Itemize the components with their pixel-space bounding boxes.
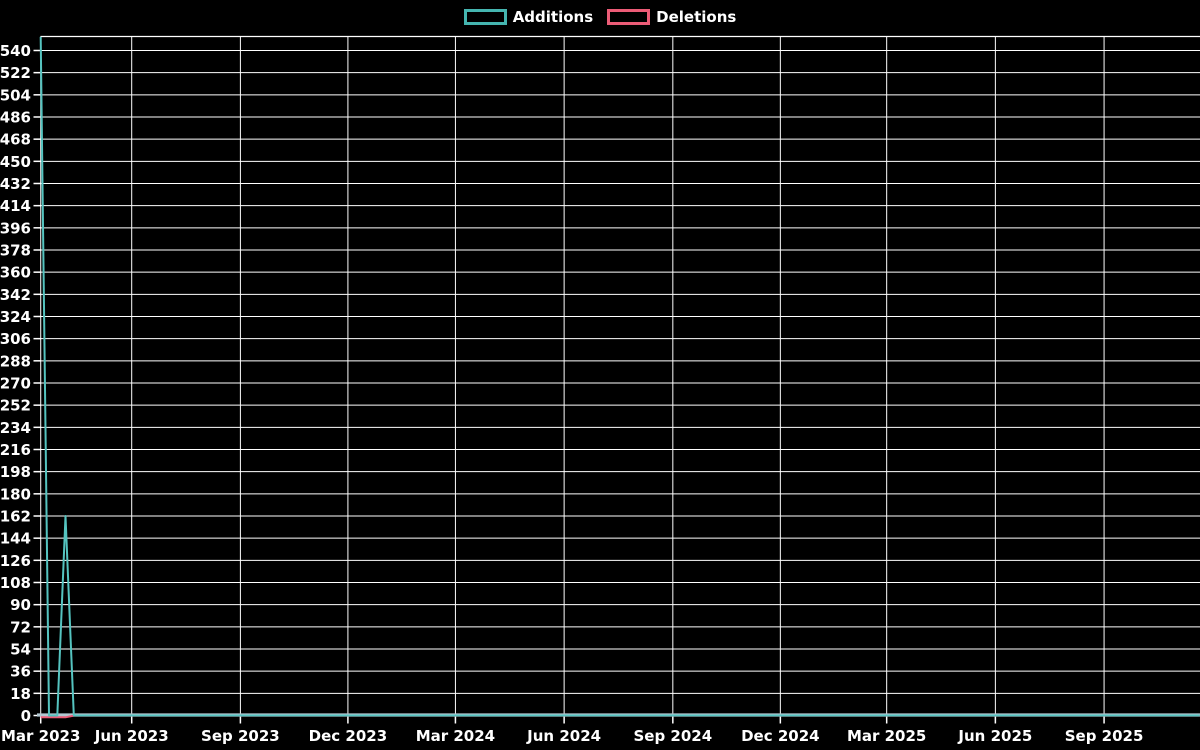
y-axis-label: 180 [0, 485, 31, 503]
y-tick-labels: 0 18 36 54 72 90 108 126 144 162 180 198 216 234 252 27… [0, 42, 31, 725]
y-axis-label: 288 [0, 352, 31, 370]
y-axis-label: 270 [0, 374, 31, 392]
y-axis-label: 306 [0, 330, 31, 348]
x-gridlines [40, 36, 1105, 714]
x-axis-label: Dec 2024 [741, 727, 820, 745]
y-axis-label: 342 [0, 286, 31, 304]
y-axis-label: 486 [0, 108, 31, 126]
y-axis-label: 468 [0, 131, 31, 149]
y-axis-label: 90 [10, 596, 31, 614]
y-axis-label: 522 [0, 64, 31, 82]
x-axis-label: Sep 2023 [201, 727, 280, 745]
y-axis-label: 198 [0, 463, 31, 481]
y-axis-label: 252 [0, 397, 31, 415]
y-axis-label: 144 [0, 530, 31, 548]
chart-legend: Additions Deletions [0, 9, 1200, 25]
y-axis-label: 72 [10, 618, 31, 636]
legend-item-deletions[interactable]: Deletions [607, 9, 736, 25]
y-axis-label: 0 [21, 707, 31, 725]
x-tick-marks [39, 716, 1105, 724]
x-axis-label: Mar 2024 [416, 727, 495, 745]
y-axis-label: 450 [0, 153, 31, 171]
y-tick-marks [33, 49, 41, 717]
legend-item-additions[interactable]: Additions [463, 7, 594, 26]
y-axis-label: 234 [0, 419, 31, 437]
additions-legend-label: Additions [512, 7, 594, 26]
x-axis-label: Jun 2023 [94, 727, 169, 745]
deletions-legend-swatch-icon [607, 9, 651, 25]
x-axis-label: Sep 2025 [1065, 727, 1144, 745]
x-axis-label: Jun 2024 [526, 727, 601, 745]
y-axis-label: 108 [0, 574, 31, 592]
y-axis-label: 414 [0, 197, 31, 215]
y-axis-label: 324 [0, 308, 31, 326]
additions-line [39, 36, 1200, 717]
y-axis-label: 54 [10, 640, 31, 658]
x-axis-label: Mar 2023 [1, 727, 80, 745]
y-axis-label: 504 [0, 86, 31, 104]
additions-legend-swatch-icon [463, 9, 507, 25]
y-axis-label: 162 [0, 507, 31, 525]
y-axis-label: 18 [10, 685, 31, 703]
y-axis-label: 540 [0, 42, 31, 60]
y-axis-label: 396 [0, 219, 31, 237]
y-gridlines [40, 49, 1200, 716]
y-axis-label: 216 [0, 441, 31, 459]
deletions-legend-label: Deletions [656, 7, 737, 26]
y-axis-label: 36 [10, 663, 31, 681]
y-axis-label: 126 [0, 552, 31, 570]
x-tick-labels: Mar 2023 Jun 2023 Sep 2023 Dec 2023 Mar 2024… [1, 727, 1143, 745]
y-axis-label: 378 [0, 241, 31, 259]
y-axis-label: 360 [0, 264, 31, 282]
x-axis-label: Jun 2025 [957, 727, 1032, 745]
y-axis-label: 432 [0, 175, 31, 193]
x-axis-label: Dec 2023 [309, 727, 388, 745]
x-axis-label: Mar 2025 [847, 727, 926, 745]
x-axis-label: Sep 2024 [633, 727, 712, 745]
